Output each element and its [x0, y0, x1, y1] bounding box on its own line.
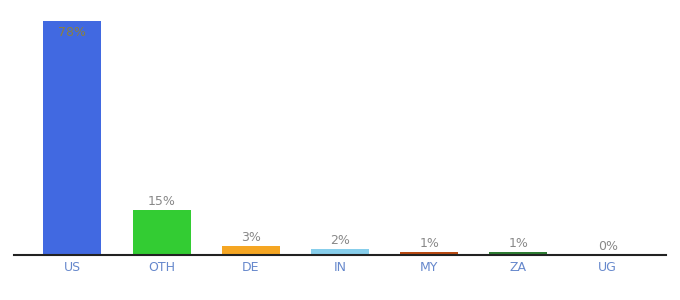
Text: 1%: 1%: [420, 237, 439, 250]
Text: 0%: 0%: [598, 240, 617, 253]
Bar: [311, 249, 369, 255]
Text: 78%: 78%: [58, 26, 86, 38]
Text: 3%: 3%: [241, 231, 260, 244]
Text: 2%: 2%: [330, 234, 350, 247]
Bar: [490, 252, 547, 255]
Text: 1%: 1%: [509, 237, 528, 250]
Text: 15%: 15%: [148, 195, 175, 208]
Bar: [401, 252, 458, 255]
Bar: [44, 21, 101, 255]
Bar: [222, 246, 279, 255]
Bar: [133, 210, 190, 255]
